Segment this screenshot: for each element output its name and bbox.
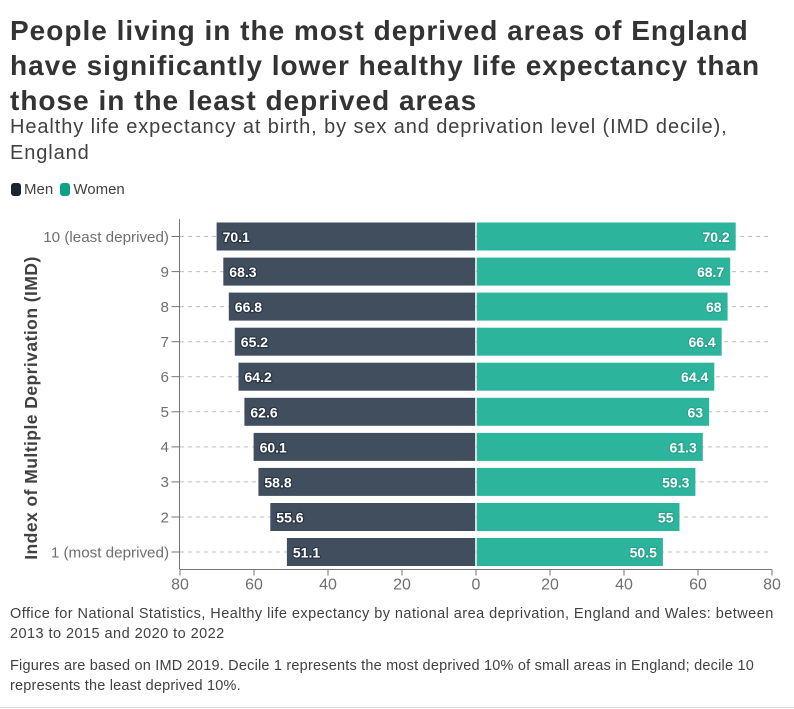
svg-text:6: 6 — [161, 369, 169, 386]
svg-text:68.7: 68.7 — [697, 264, 724, 280]
svg-text:65.2: 65.2 — [241, 334, 268, 350]
svg-text:51.1: 51.1 — [293, 545, 320, 561]
svg-text:2: 2 — [161, 509, 169, 526]
svg-text:66.8: 66.8 — [235, 299, 262, 315]
svg-text:80: 80 — [763, 577, 781, 594]
svg-text:7: 7 — [161, 334, 169, 351]
svg-text:8: 8 — [161, 299, 169, 316]
svg-text:4: 4 — [161, 439, 169, 456]
svg-text:50.5: 50.5 — [630, 545, 657, 561]
svg-text:70.2: 70.2 — [702, 229, 729, 245]
svg-text:60.1: 60.1 — [260, 439, 287, 455]
svg-text:59.3: 59.3 — [662, 474, 689, 490]
svg-text:66.4: 66.4 — [688, 334, 715, 350]
svg-text:55: 55 — [658, 510, 674, 526]
svg-text:5: 5 — [161, 404, 169, 421]
svg-text:20: 20 — [541, 577, 559, 594]
svg-text:3: 3 — [161, 474, 169, 491]
svg-text:0: 0 — [472, 577, 481, 594]
svg-text:64.2: 64.2 — [245, 369, 272, 385]
svg-text:Index of Multiple Deprivation: Index of Multiple Deprivation (IMD) — [21, 256, 41, 560]
svg-text:80: 80 — [171, 577, 189, 594]
svg-text:9: 9 — [161, 264, 169, 281]
svg-text:60: 60 — [245, 577, 263, 594]
svg-text:68: 68 — [706, 299, 722, 315]
svg-text:68.3: 68.3 — [229, 264, 256, 280]
svg-text:60: 60 — [689, 577, 707, 594]
svg-text:40: 40 — [615, 577, 633, 594]
svg-text:61.3: 61.3 — [670, 439, 697, 455]
svg-text:70.1: 70.1 — [223, 229, 250, 245]
svg-text:40: 40 — [319, 577, 337, 594]
svg-text:10 (least deprived): 10 (least deprived) — [43, 229, 169, 246]
svg-text:1 (most deprived): 1 (most deprived) — [51, 544, 169, 561]
svg-text:20: 20 — [393, 577, 411, 594]
svg-text:63: 63 — [688, 404, 704, 420]
svg-text:55.6: 55.6 — [276, 510, 303, 526]
svg-text:58.8: 58.8 — [264, 474, 291, 490]
svg-text:64.4: 64.4 — [681, 369, 708, 385]
svg-text:62.6: 62.6 — [250, 404, 277, 420]
